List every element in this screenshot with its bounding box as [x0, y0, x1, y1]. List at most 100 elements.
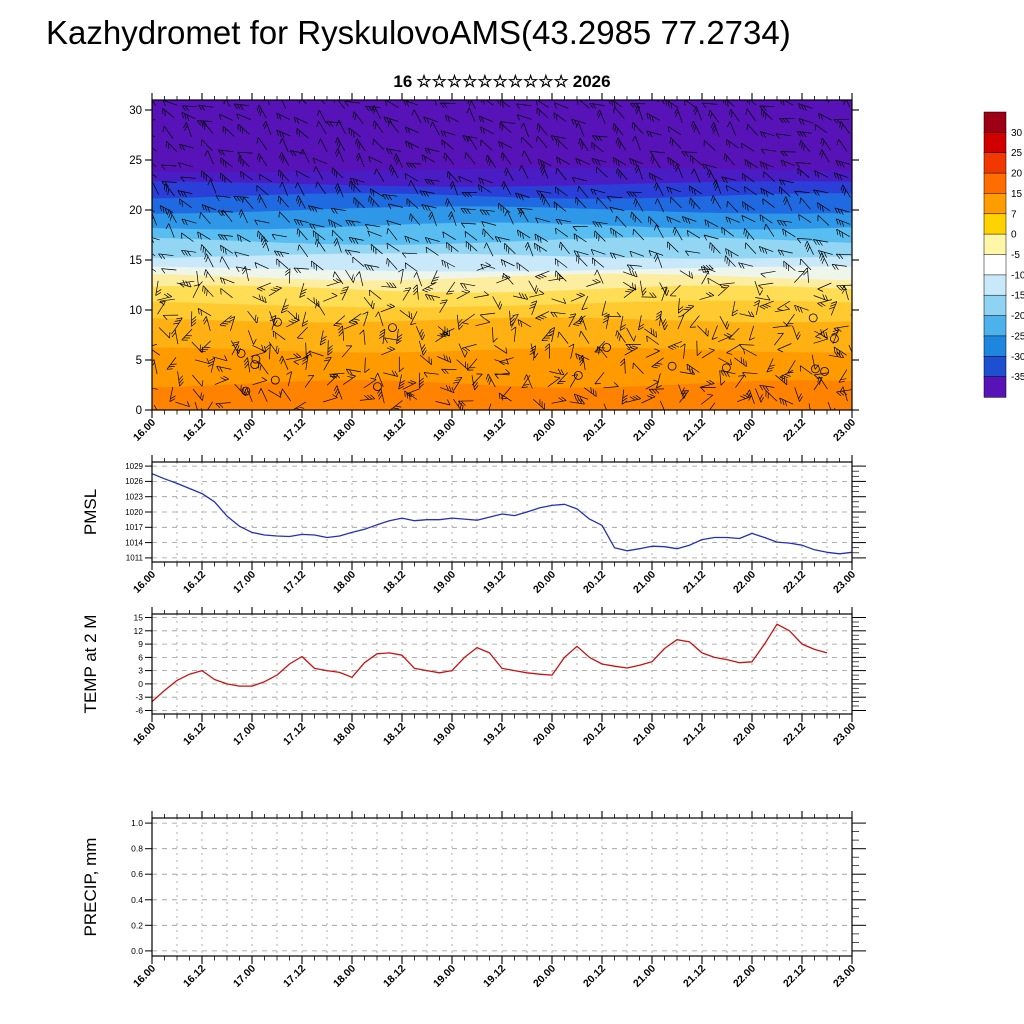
y-axis: -6 -3 0 3 6 9 12 15 — [134, 613, 866, 715]
colorbar-segment — [983, 274, 1007, 296]
x-tick-label: 18.12 — [381, 417, 408, 444]
x-tick-label: 21.00 — [631, 963, 658, 990]
calm-wind-circle — [250, 360, 260, 370]
cross-section-y-label: 0 — [136, 405, 142, 417]
x-tick-label: 21.12 — [681, 569, 708, 596]
grid — [152, 818, 852, 956]
x-tick-label: 16.12 — [181, 721, 208, 748]
x-tick-label: 22.12 — [781, 569, 808, 596]
x-tick-label: 16.00 — [131, 963, 158, 990]
x-tick-label: 22.12 — [781, 721, 808, 748]
colorbar-label: -35 — [1011, 372, 1024, 383]
x-tick-label: 19.12 — [481, 721, 508, 748]
calm-wind-circle — [820, 366, 829, 376]
x-tick-label: 17.12 — [281, 963, 308, 990]
y-tick-label: 12 — [134, 626, 144, 636]
y-tick-label: -6 — [135, 705, 143, 715]
x-tick-label: 20.12 — [581, 721, 608, 748]
calm-wind-circle — [373, 382, 382, 392]
colorbar-label: -25 — [1011, 331, 1024, 342]
x-tick-label: 19.12 — [481, 963, 508, 990]
temperature-field — [152, 100, 852, 410]
x-tick-label: 20.12 — [581, 569, 608, 596]
colorbar-segment — [983, 193, 1007, 215]
colorbar-label: -10 — [1011, 270, 1024, 281]
x-tick-label: 17.00 — [231, 569, 258, 596]
grid — [152, 614, 852, 714]
x-tick-label: 22.00 — [731, 569, 758, 596]
x-tick-label: 20.00 — [531, 569, 558, 596]
x-tick-label: 16.00 — [131, 721, 158, 748]
x-tick-label: 21.12 — [681, 721, 708, 748]
colorbar-label: 30 — [1011, 128, 1023, 139]
date-subtitle: 16 ☆☆☆☆☆☆☆☆☆☆ 2026 — [391, 72, 612, 92]
x-tick-label: 22.12 — [781, 417, 808, 444]
series-line-1 — [151, 473, 853, 555]
x-tick-label: 16.12 — [181, 569, 208, 596]
colorbar-label: -20 — [1011, 311, 1024, 322]
x-tick-label: 17.12 — [281, 417, 308, 444]
calm-wind-circle — [251, 354, 261, 364]
x-tick-label: 16.12 — [181, 963, 208, 990]
y-tick-label: -3 — [135, 692, 143, 702]
colorbar-segment — [983, 213, 1007, 235]
colorbar-label: 25 — [1011, 148, 1023, 159]
y-tick-label: 0.8 — [131, 844, 143, 854]
y-tick-label: 1023 — [125, 493, 143, 502]
colorbar-label: 15 — [1011, 189, 1023, 200]
x-tick-label: 20.00 — [531, 963, 558, 990]
calm-wind-circle — [602, 343, 612, 352]
calm-wind-circle — [830, 334, 839, 344]
x-tick-label: 22.00 — [731, 417, 758, 444]
colorbar-segment — [983, 294, 1007, 317]
x-tick-label: 16.00 — [131, 417, 158, 444]
x-tick-label: 16.00 — [131, 569, 158, 596]
x-tick-label: 20.12 — [581, 417, 608, 444]
colorbar-label: 0 — [1011, 230, 1017, 241]
x-tick-label: 23.00 — [831, 417, 858, 444]
x-tick-label: 23.00 — [831, 963, 858, 990]
colorbar-segment — [983, 111, 1007, 134]
wind-barbs — [152, 100, 852, 410]
colorbar-segment — [983, 254, 1007, 276]
calm-wind-circle — [241, 386, 251, 396]
x-tick-label: 20.00 — [531, 721, 558, 748]
x-tick-label: 20.12 — [581, 963, 608, 990]
x-tick-label: 18.00 — [331, 417, 358, 444]
x-tick-label: 20.00 — [531, 417, 558, 444]
calm-wind-circle — [388, 323, 397, 333]
temperature-colorbar: 30 25 20 15 7 0 -5 -10 -15 -20 -25 -30 -35 — [983, 111, 1024, 398]
y-axis: 0.0 0.2 0.4 0.6 0.8 1.0 — [131, 818, 866, 956]
y-tick-label: 0.4 — [131, 895, 143, 905]
colorbar-label: -15 — [1011, 291, 1024, 302]
x-tick-label: 18.00 — [331, 721, 358, 748]
colorbar-segment — [983, 376, 1007, 398]
y-tick-label: 6 — [138, 652, 143, 662]
calm-wind-circle — [808, 313, 818, 323]
x-tick-label: 19.12 — [481, 417, 508, 444]
date-stars: ☆☆☆☆☆☆☆☆☆☆ — [416, 72, 569, 91]
date-day: 16 — [393, 72, 413, 91]
x-tick-label: 19.00 — [431, 417, 458, 444]
x-axis: 16.00 16.12 17.00 17.12 18.00 18.12 19.00 19.12… — [131, 811, 858, 990]
x-tick-label: 19.00 — [431, 721, 458, 748]
x-tick-label: 18.12 — [381, 569, 408, 596]
x-tick-label: 19.00 — [431, 569, 458, 596]
colorbar-segment — [983, 172, 1007, 195]
calm-wind-circle — [722, 363, 731, 373]
x-tick-label: 23.00 — [831, 569, 858, 596]
y-tick-label: 0.2 — [131, 920, 143, 930]
y-tick-label: 1017 — [125, 523, 143, 532]
x-tick-label: 16.12 — [181, 417, 208, 444]
cross-section-y-label: 30 — [129, 105, 142, 117]
series-line-2 — [151, 623, 828, 703]
y-tick-label: 0.6 — [131, 869, 143, 879]
x-tick-label: 17.12 — [281, 569, 308, 596]
calm-wind-circle — [573, 370, 583, 380]
x-tick-label: 21.00 — [631, 417, 658, 444]
x-tick-label: 18.00 — [331, 963, 358, 990]
calm-wind-circle — [667, 361, 677, 371]
x-tick-label: 22.00 — [731, 963, 758, 990]
